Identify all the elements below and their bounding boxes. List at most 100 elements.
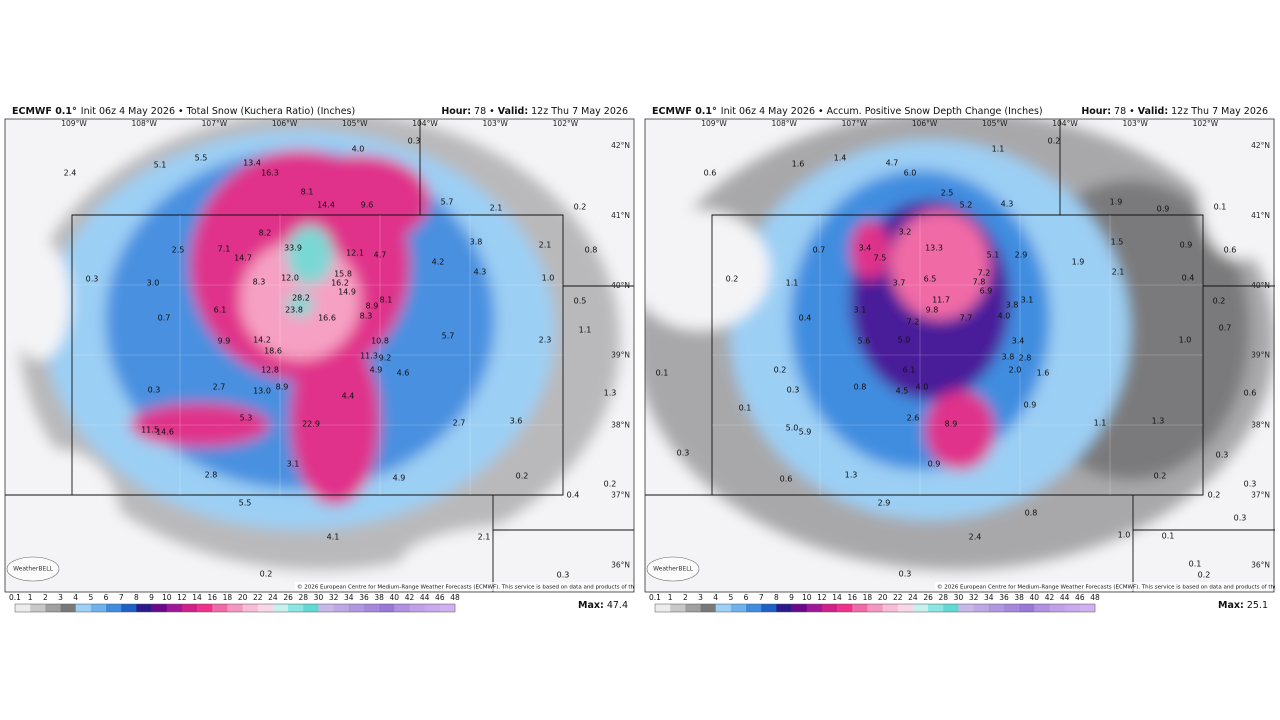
snow-value-label: 11.5 — [141, 426, 159, 435]
colorbar-swatch — [715, 604, 732, 612]
colorbar-swatch — [439, 604, 456, 612]
snow-value-label: 9.2 — [379, 354, 392, 363]
snow-value-label: 0.9 — [1180, 241, 1193, 250]
snow-field — [645, 119, 1275, 592]
colorbar-frame — [14, 603, 456, 613]
snow-value-label: 0.7 — [1219, 324, 1232, 333]
colorbar-swatch — [897, 604, 914, 612]
snow-value-label: 4.6 — [397, 369, 410, 378]
state-border — [5, 119, 634, 592]
colorbar-tick-label: 3 — [698, 593, 703, 602]
colorbar-swatch — [288, 604, 304, 612]
snow-value-label: 0.7 — [813, 246, 826, 255]
colorbar-tick-label: 42 — [405, 593, 415, 602]
snow-value-label: 6.5 — [924, 275, 937, 284]
snow-value-label: 6.1 — [214, 306, 227, 315]
snow-value-label: 0.6 — [704, 169, 717, 178]
colorbar-swatch — [106, 604, 122, 612]
map-frame — [4, 118, 635, 593]
snow-area — [925, 390, 995, 470]
colorbar-tick-label: 2 — [683, 593, 688, 602]
colorbar-tick-label: 16 — [847, 593, 857, 602]
header-subtitle: Init 06z 4 May 2026 • Total Snow (Kucher… — [81, 106, 355, 117]
colorbar-tick-label: 34 — [984, 593, 994, 602]
snow-value-label: 33.9 — [284, 244, 302, 253]
snow-area — [286, 225, 334, 285]
snow-value-label: 4.9 — [370, 366, 383, 375]
colorbar-swatch — [257, 604, 274, 612]
colorbar-tick-label: 24 — [268, 593, 278, 602]
colorbar-swatch — [670, 604, 686, 612]
snow-value-label: 5.0 — [786, 424, 799, 433]
colorbar-swatch — [424, 604, 441, 612]
valid-label: Valid: — [1138, 106, 1168, 117]
snow-value-label: 0.2 — [1198, 571, 1211, 580]
colorbar-swatch — [1064, 604, 1081, 612]
colorbar-swatch — [655, 604, 671, 612]
colorbar-swatch — [821, 604, 838, 612]
latitude-label: 36°N — [611, 560, 630, 569]
map: 109°W 108°W 107°W 106°W 105°W 104°W 103°W 102°W… — [645, 119, 1275, 592]
snow-value-label: 0.3 — [557, 571, 570, 580]
snow-value-label: 3.1 — [1021, 296, 1034, 305]
snow-value-label: 5.7 — [442, 332, 455, 341]
snow-value-label: 15.8 — [334, 270, 352, 279]
snow-value-label: 14.2 — [253, 336, 271, 345]
colorbar-tick-label: 12 — [817, 593, 827, 602]
logo: WeatherBELL — [13, 566, 54, 573]
snow-value-label: 0.2 — [1048, 137, 1061, 146]
snow-value-label: 3.8 — [1002, 353, 1015, 362]
logo-badge — [6, 556, 60, 582]
valid-time: 12z Thu 7 May 2026 — [531, 106, 628, 117]
snow-value-label: 4.2 — [432, 258, 445, 267]
colorbar-swatch — [867, 604, 883, 612]
snow-value-label: 5.5 — [239, 499, 252, 508]
latitude-label: 39°N — [1251, 351, 1270, 360]
hour-label: Hour: — [441, 106, 471, 117]
snow-value-label: 2.4 — [969, 533, 982, 542]
snow-value-label: 7.8 — [973, 278, 986, 287]
snow-value-label: 1.1 — [786, 279, 799, 288]
longitude-label: 104°W — [1052, 119, 1078, 128]
colorbar-tick-label: 42 — [1045, 593, 1055, 602]
colorbar-tick-label: 36 — [359, 593, 369, 602]
snow-value-label: 2.9 — [878, 499, 891, 508]
colorbar-tick-label: 9 — [149, 593, 154, 602]
snow-value-label: 3.4 — [859, 244, 872, 253]
colorbar-tick-label: 4 — [73, 593, 78, 602]
snow-value-label: 5.9 — [799, 428, 812, 437]
snow-value-label: 5.7 — [441, 198, 454, 207]
snow-value-label: 4.3 — [1001, 200, 1014, 209]
snow-value-label: 13.4 — [243, 159, 261, 168]
colorbar-tick-label: 34 — [344, 593, 354, 602]
colorbar-tick-label: 20 — [878, 593, 888, 602]
snow-value-label: 2.1 — [490, 204, 503, 213]
snow-value-label: 16.6 — [318, 314, 336, 323]
snow-value-label: 0.1 — [1189, 560, 1202, 569]
colorbar-swatch — [166, 604, 183, 612]
colorbar-tick-label: 8 — [134, 593, 139, 602]
snow-value-label: 0.8 — [854, 383, 867, 392]
snow-value-label: 3.0 — [147, 279, 160, 288]
snow-value-label: 14.4 — [317, 201, 335, 210]
snow-value-label: 0.6 — [1244, 389, 1257, 398]
colorbar-swatch — [852, 604, 868, 612]
snow-value-label: 4.5 — [896, 387, 909, 396]
snow-value-label: 1.9 — [1110, 198, 1123, 207]
colorbar-swatch — [303, 604, 319, 612]
snow-value-label: 2.3 — [539, 336, 552, 345]
colorbar-tick-label: 7 — [759, 593, 764, 602]
snow-value-label: 0.1 — [739, 404, 752, 413]
snow-value-label: 7.1 — [218, 245, 231, 254]
snow-value-label: 2.7 — [213, 383, 226, 392]
snow-value-label: 2.4 — [64, 169, 77, 178]
latitude-label: 36°N — [1251, 560, 1270, 569]
map-panel: 109°W 108°W 107°W 106°W 105°W 104°W 103°W 102°W… — [644, 106, 1275, 613]
colorbar-swatch — [197, 604, 213, 612]
snow-value-label: 5.1 — [154, 161, 167, 170]
snow-value-label: 10.8 — [371, 337, 389, 346]
snow-value-label: 0.9 — [1157, 205, 1170, 214]
snow-value-label: 8.9 — [276, 383, 289, 392]
colorbar-swatch — [363, 604, 380, 612]
